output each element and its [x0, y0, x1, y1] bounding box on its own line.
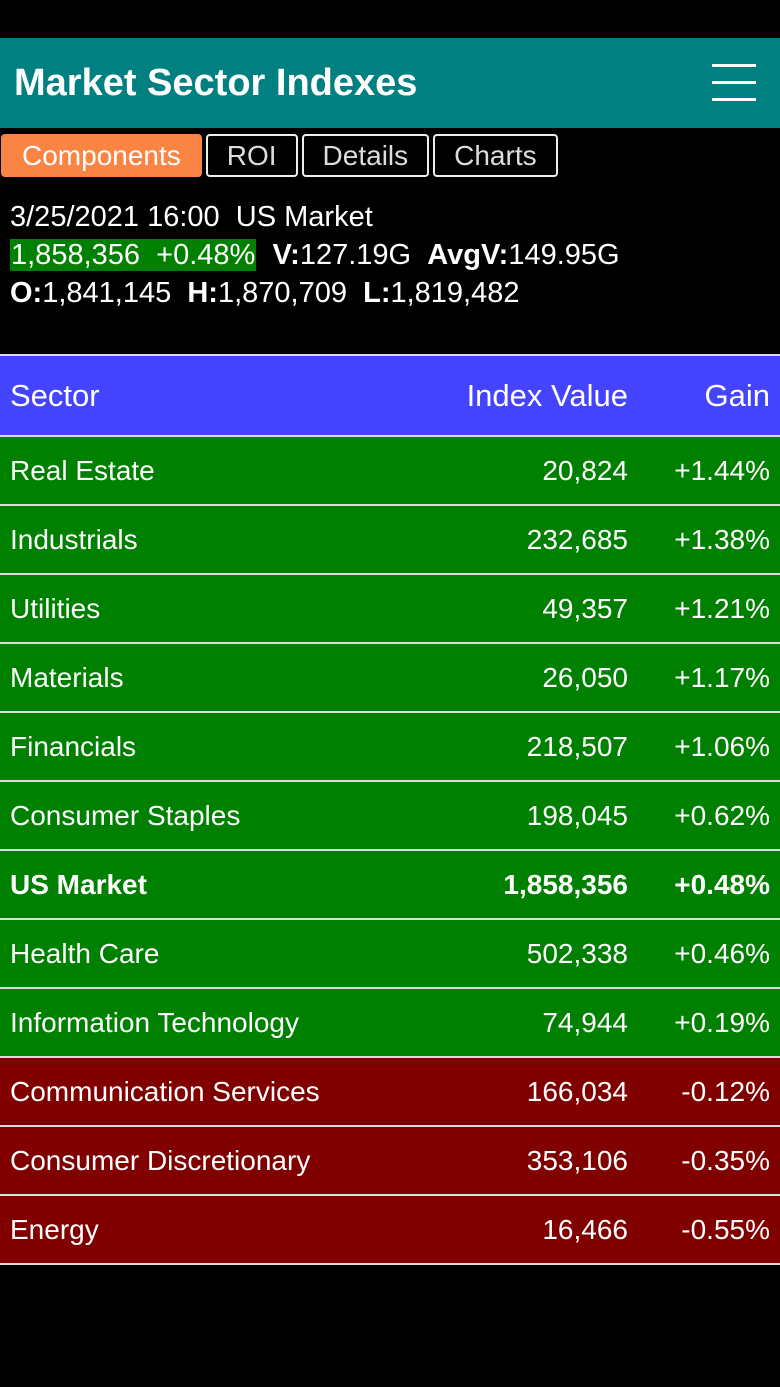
volume: 127.19G: [299, 239, 412, 271]
market-summary: 3/25/2021 16:00 US Market 1,858,356 +0.4…: [10, 198, 620, 312]
table-row[interactable]: Energy 16,466 -0.55%: [0, 1196, 780, 1265]
table-header: Sector Index Value Gain: [0, 356, 780, 437]
index-value: 49,357: [542, 592, 628, 624]
hamburger-menu-icon[interactable]: [712, 64, 756, 102]
tab-roi[interactable]: ROI: [205, 134, 298, 177]
index-value: 26,050: [542, 661, 628, 693]
volume-label: V:: [272, 239, 300, 271]
sector-name: Utilities: [10, 592, 101, 624]
index-value: 1,858,356: [503, 868, 628, 900]
table-row[interactable]: Utilities 49,357 +1.21%: [0, 575, 780, 644]
table-row[interactable]: Financials 218,507 +1.06%: [0, 713, 780, 782]
high-label: H:: [187, 277, 218, 309]
index-value: 502,338: [526, 937, 628, 969]
index-value: 20,824: [542, 454, 628, 486]
index-value: 198,045: [526, 799, 628, 831]
index-value: 166,034: [526, 1075, 628, 1107]
tab-details[interactable]: Details: [301, 134, 430, 177]
index-value: 232,685: [526, 523, 628, 555]
index-value: 16,466: [542, 1213, 628, 1245]
header-gain[interactable]: Gain: [704, 377, 770, 413]
gain-value: -0.35%: [681, 1144, 770, 1176]
page-title: Market Sector Indexes: [14, 62, 418, 104]
open-value: 1,841,145: [42, 277, 172, 309]
sector-name: Communication Services: [10, 1075, 320, 1107]
sector-name: Industrials: [10, 523, 138, 555]
header-sector[interactable]: Sector: [10, 377, 100, 413]
index-value: 74,944: [542, 1006, 628, 1038]
table-row[interactable]: US Market 1,858,356 +0.48%: [0, 851, 780, 920]
low-value: 1,819,482: [390, 277, 520, 309]
sector-name: Materials: [10, 661, 124, 693]
gain-value: +0.62%: [674, 799, 770, 831]
sector-name: Consumer Staples: [10, 799, 241, 831]
gain-value: +1.17%: [674, 661, 770, 693]
gain-value: +0.48%: [674, 868, 770, 900]
gain-value: +0.46%: [674, 937, 770, 969]
low-label: L:: [363, 277, 391, 309]
tab-charts[interactable]: Charts: [433, 134, 558, 177]
market-name: US Market: [235, 201, 373, 233]
avg-volume: 149.95G: [508, 239, 620, 271]
sector-name: Energy: [10, 1213, 99, 1245]
gain-value: -0.12%: [681, 1075, 770, 1107]
sector-name: Information Technology: [10, 1006, 299, 1038]
header-index-value[interactable]: Index Value: [466, 377, 628, 413]
table-row[interactable]: Information Technology 74,944 +0.19%: [0, 989, 780, 1058]
market-value: 1,858,356: [11, 239, 141, 271]
sector-name: Real Estate: [10, 454, 155, 486]
market-change: +0.48%: [156, 239, 256, 271]
table-row[interactable]: Industrials 232,685 +1.38%: [0, 506, 780, 575]
table-row[interactable]: Materials 26,050 +1.17%: [0, 644, 780, 713]
app-bar: Market Sector Indexes: [0, 38, 780, 128]
gain-value: +1.21%: [674, 592, 770, 624]
table-row[interactable]: Consumer Discretionary 353,106 -0.35%: [0, 1127, 780, 1196]
market-value-badge: 1,858,356 +0.48%: [10, 239, 257, 271]
tab-bar: Components ROI Details Charts: [1, 134, 558, 177]
table-row[interactable]: Consumer Staples 198,045 +0.62%: [0, 782, 780, 851]
table-row[interactable]: Communication Services 166,034 -0.12%: [0, 1058, 780, 1127]
index-value: 353,106: [526, 1144, 628, 1176]
gain-value: +1.06%: [674, 730, 770, 762]
avg-volume-label: AvgV:: [427, 239, 509, 271]
open-label: O:: [10, 277, 43, 309]
sector-name: Consumer Discretionary: [10, 1144, 311, 1176]
table-row[interactable]: Health Care 502,338 +0.46%: [0, 920, 780, 989]
index-value: 218,507: [526, 730, 628, 762]
high-value: 1,870,709: [217, 277, 347, 309]
tab-components[interactable]: Components: [1, 134, 202, 177]
sector-name: Health Care: [10, 937, 160, 969]
sector-table: Sector Index Value Gain Real Estate 20,82…: [0, 354, 780, 1265]
gain-value: -0.55%: [681, 1213, 770, 1245]
gain-value: +1.44%: [674, 454, 770, 486]
gain-value: +0.19%: [674, 1006, 770, 1038]
sector-name: US Market: [10, 868, 147, 900]
gain-value: +1.38%: [674, 523, 770, 555]
sector-name: Financials: [10, 730, 137, 762]
table-row[interactable]: Real Estate 20,824 +1.44%: [0, 437, 780, 506]
datetime: 3/25/2021 16:00: [10, 201, 220, 233]
